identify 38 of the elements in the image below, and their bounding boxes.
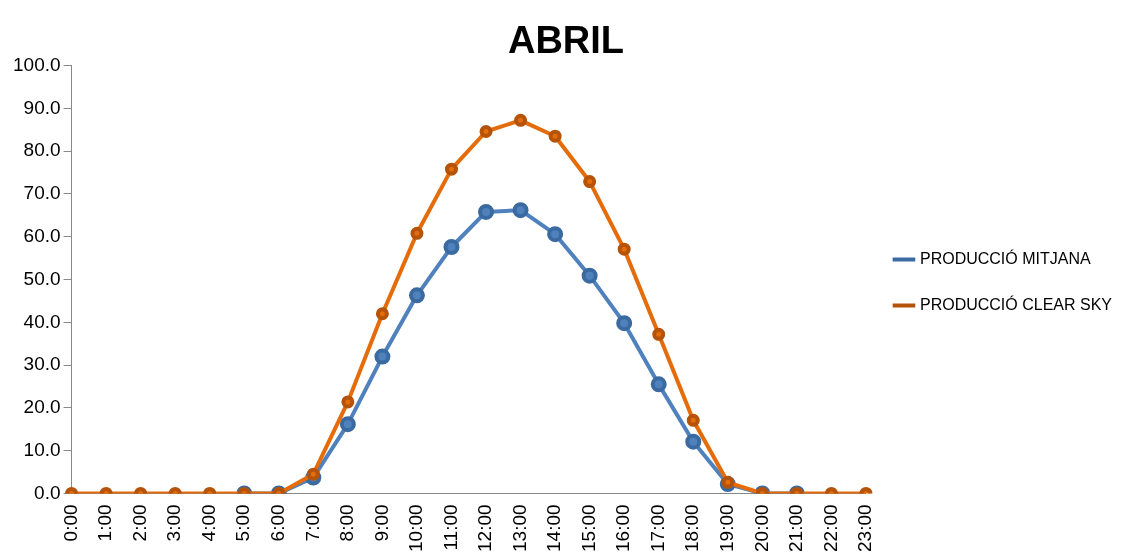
y-tick-label: 100.0 — [13, 53, 61, 75]
y-tick-label: 30.0 — [23, 353, 61, 375]
x-tick-label: 20:00 — [750, 504, 772, 552]
y-tick-label: 70.0 — [23, 182, 61, 204]
legend-label: PRODUCCIÓ MITJANA — [919, 248, 1091, 267]
x-tick-label: 3:00 — [163, 504, 185, 542]
legend-label: PRODUCCIÓ CLEAR SKY — [919, 294, 1113, 313]
x-tick-label: 15:00 — [577, 504, 599, 552]
x-tick-label: 23:00 — [854, 504, 876, 552]
y-tick-label: 80.0 — [23, 139, 61, 161]
x-tick-label: 7:00 — [301, 504, 323, 542]
x-tick-label: 8:00 — [336, 504, 358, 542]
x-tick-label: 12:00 — [474, 504, 496, 552]
x-tick-label: 14:00 — [543, 504, 565, 552]
x-tick-label: 6:00 — [267, 504, 289, 542]
y-tick-label: 50.0 — [23, 267, 61, 289]
x-tick-label: 17:00 — [646, 504, 668, 552]
x-tick-label: 0:00 — [59, 504, 81, 542]
x-tick-label: 22:00 — [819, 504, 841, 552]
y-tick-label: 40.0 — [23, 310, 61, 332]
y-tick-label: 10.0 — [23, 438, 61, 460]
y-tick-label: 0.0 — [34, 481, 61, 503]
y-tick-label: 20.0 — [23, 396, 61, 418]
x-tick-label: 18:00 — [681, 504, 703, 552]
x-tick-label: 5:00 — [232, 504, 254, 542]
x-tick-label: 16:00 — [612, 504, 634, 552]
x-tick-label: 2:00 — [128, 504, 150, 542]
x-tick-label: 19:00 — [716, 504, 738, 552]
x-tick-label: 1:00 — [94, 504, 116, 542]
y-tick-label: 90.0 — [23, 96, 61, 118]
y-tick-label: 60.0 — [23, 224, 61, 246]
x-tick-label: 21:00 — [785, 504, 807, 552]
x-tick-label: 9:00 — [370, 504, 392, 542]
x-tick-label: 4:00 — [197, 504, 219, 542]
x-tick-label: 10:00 — [405, 504, 427, 552]
x-tick-label: 13:00 — [508, 504, 530, 552]
x-tick-label: 11:00 — [439, 504, 461, 551]
chart-title: ABRIL — [507, 19, 625, 62]
